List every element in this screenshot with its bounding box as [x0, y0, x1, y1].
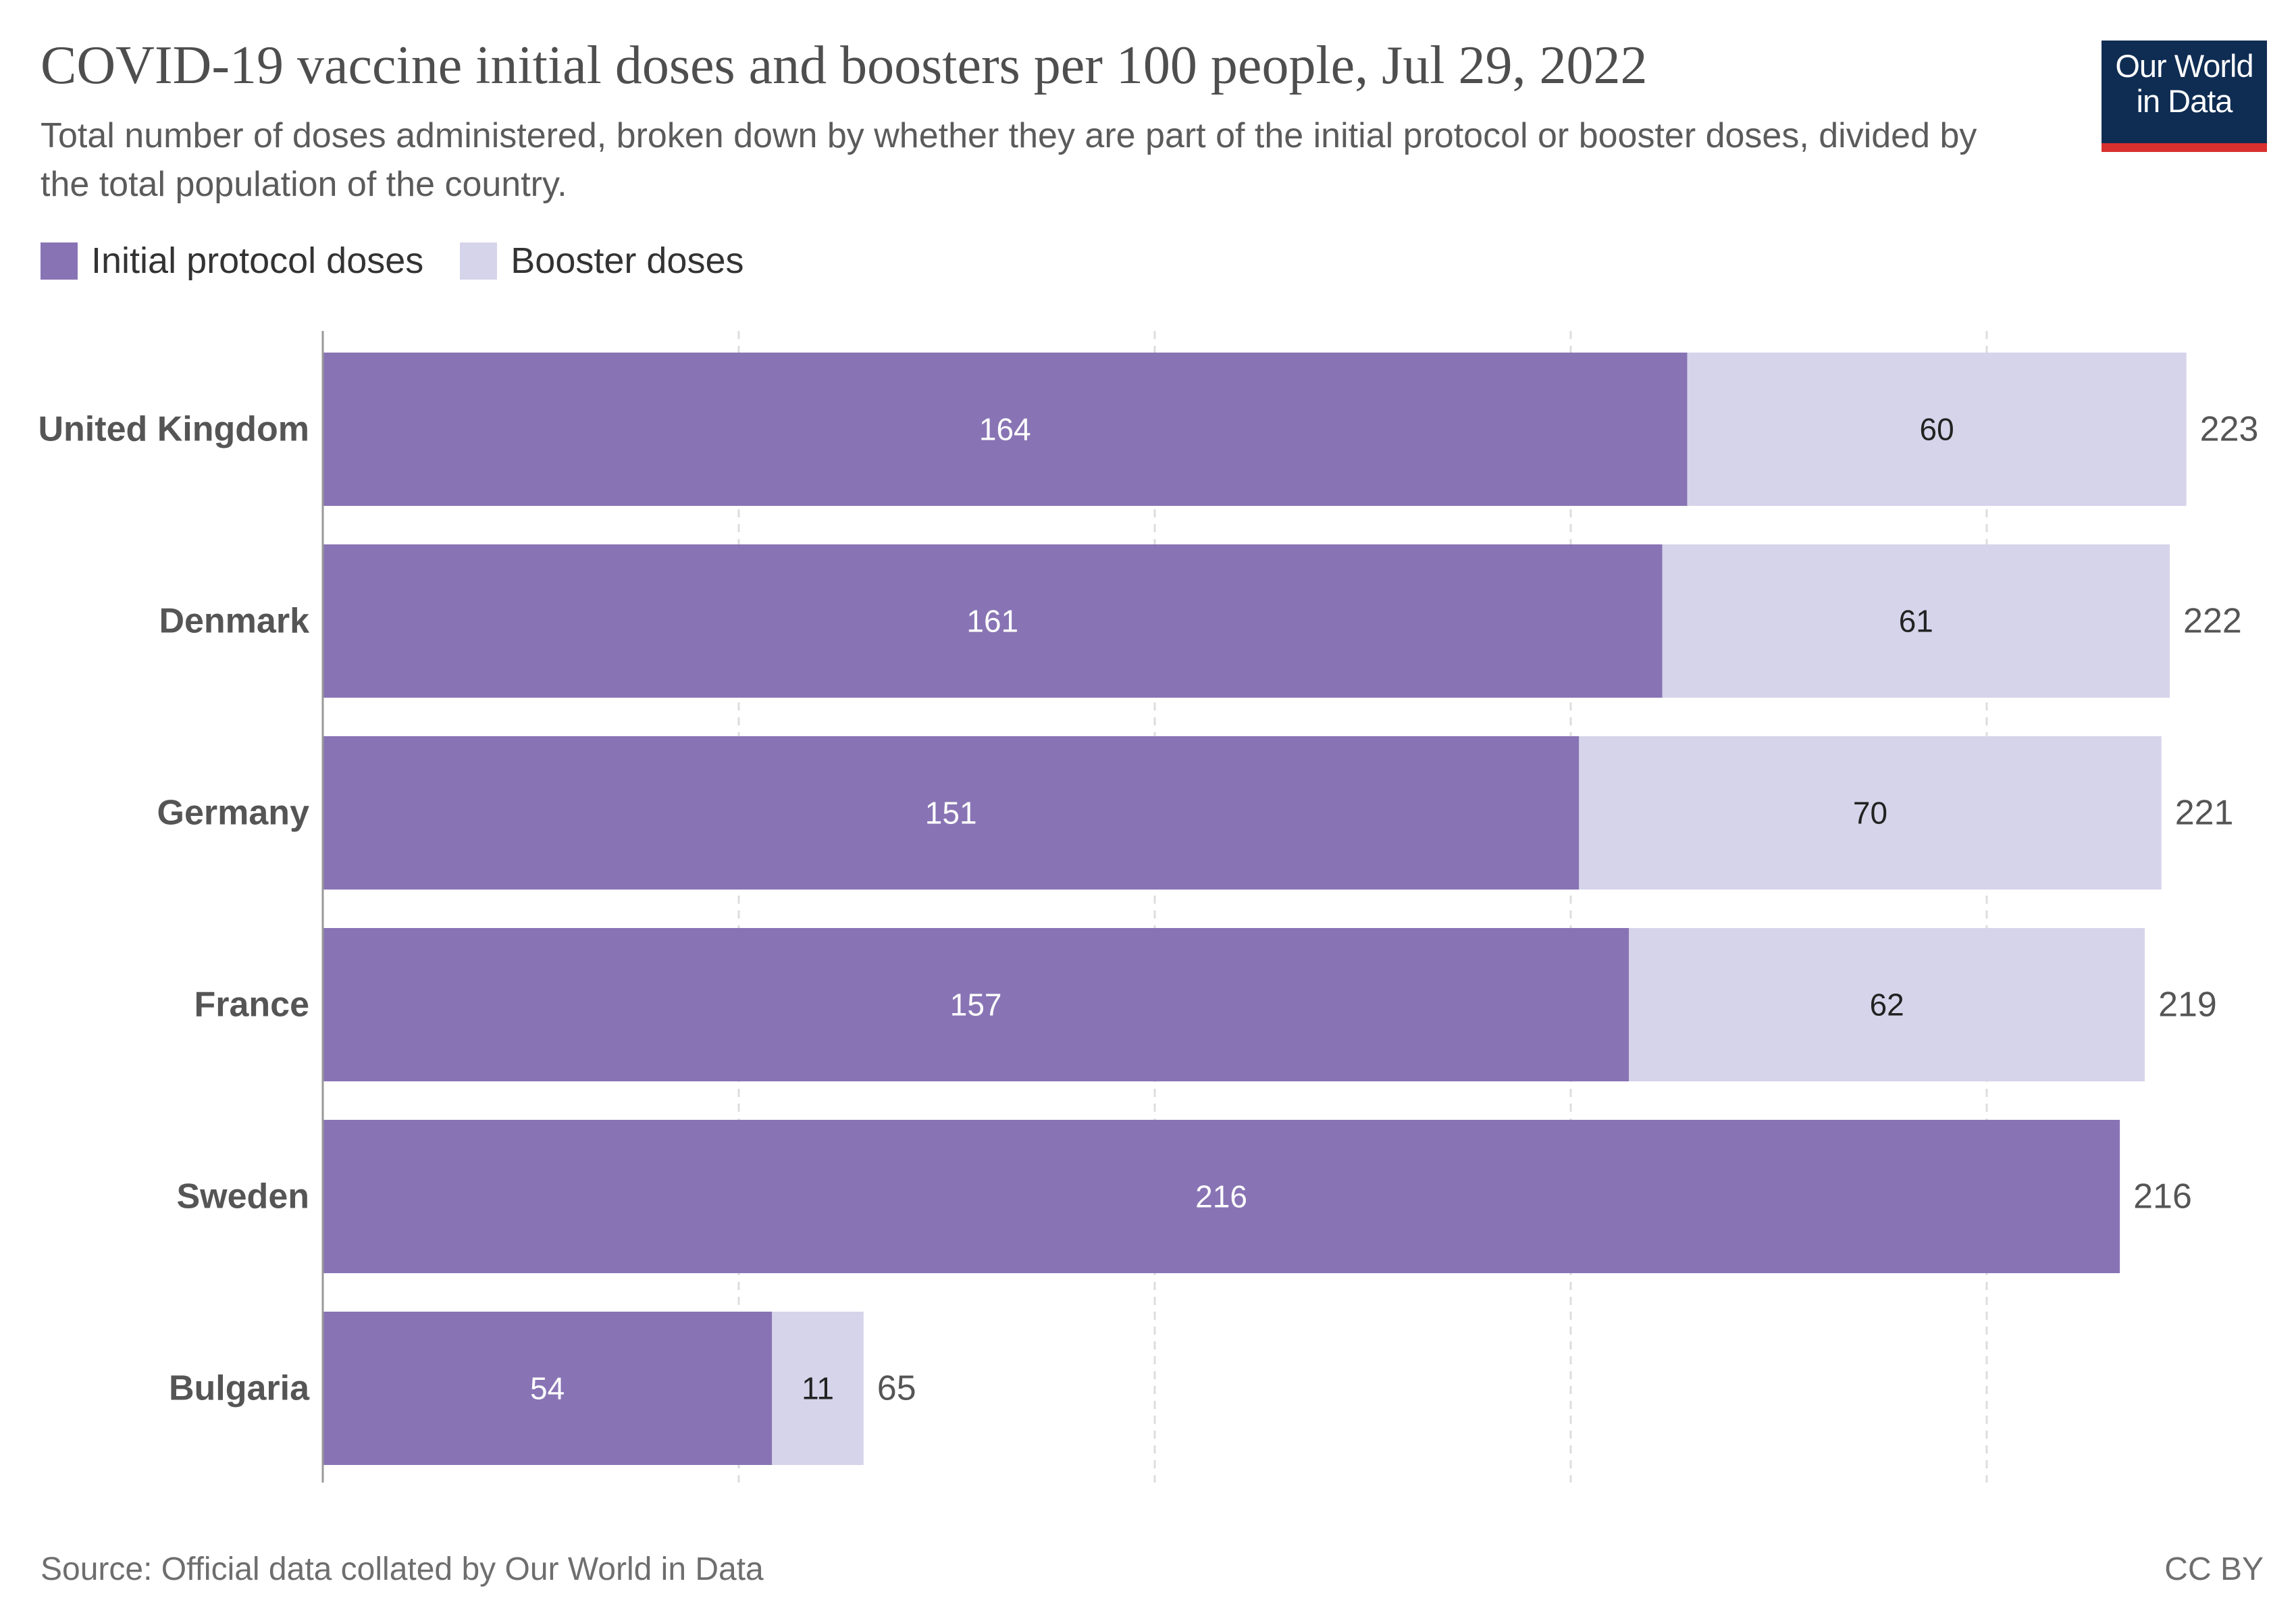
legend-swatch-initial: [41, 242, 78, 280]
total-label-france: 219: [2158, 985, 2217, 1025]
bar-booster-doses-france: [1629, 928, 2145, 1081]
bar-value-label-initial-protocol-doses-france: 157: [950, 987, 1002, 1023]
chart-subtitle: Total number of doses administered, brok…: [41, 116, 1977, 204]
bar-value-label-initial-protocol-doses-sweden: 216: [1195, 1179, 1247, 1214]
bar-initial-protocol-doses-united-kingdom: [323, 353, 1688, 506]
category-label-denmark: Denmark: [159, 602, 309, 641]
bar-value-label-initial-protocol-doses-germany: 151: [925, 796, 977, 831]
legend-label-booster: Booster doses: [511, 240, 744, 281]
bar-value-label-initial-protocol-doses-bulgaria: 54: [530, 1371, 565, 1406]
total-label-germany: 221: [2175, 794, 2234, 833]
category-label-united-kingdom: United Kingdom: [38, 410, 309, 449]
owid-logo[interactable]: Our World in Data: [2102, 41, 2267, 152]
category-label-germany: Germany: [157, 794, 310, 833]
logo-line-2: in Data: [2136, 83, 2233, 119]
legend: Initial protocol doses Booster doses: [41, 240, 780, 282]
bar-value-label-booster-doses-denmark: 61: [1899, 604, 1933, 639]
category-label-bulgaria: Bulgaria: [169, 1369, 310, 1408]
bar-initial-protocol-doses-bulgaria: [323, 1312, 773, 1465]
bar-initial-protocol-doses-germany: [323, 736, 1580, 890]
total-label-denmark: 222: [2183, 602, 2242, 641]
category-label-france: France: [194, 985, 309, 1025]
bar-value-label-booster-doses-united-kingdom: 60: [1919, 412, 1954, 447]
license-link[interactable]: CC BY: [2164, 1551, 2264, 1587]
logo-line-1: Our World: [2115, 48, 2253, 84]
bar-booster-doses-denmark: [1662, 544, 2170, 698]
legend-label-initial: Initial protocol doses: [91, 240, 424, 281]
bar-value-label-booster-doses-france: 62: [1870, 987, 1904, 1023]
bar-initial-protocol-doses-denmark: [323, 544, 1663, 698]
legend-item-booster[interactable]: Booster doses: [460, 240, 743, 282]
bar-initial-protocol-doses-sweden: [323, 1120, 2120, 1273]
legend-swatch-booster: [460, 242, 498, 280]
bar-booster-doses-united-kingdom: [1687, 353, 2187, 506]
bar-booster-doses-germany: [1579, 736, 2162, 890]
chart-title: COVID-19 vaccine initial doses and boost…: [41, 36, 1648, 95]
bar-booster-doses-bulgaria: [772, 1312, 864, 1465]
total-label-sweden: 216: [2133, 1177, 2192, 1216]
total-label-bulgaria: 65: [877, 1369, 916, 1408]
bar-value-label-initial-protocol-doses-denmark: 161: [966, 604, 1018, 639]
bar-value-label-booster-doses-germany: 70: [1853, 796, 1887, 831]
legend-item-initial[interactable]: Initial protocol doses: [41, 240, 423, 282]
bar-initial-protocol-doses-france: [323, 928, 1629, 1081]
category-label-sweden: Sweden: [177, 1177, 310, 1216]
bar-value-label-booster-doses-bulgaria: 11: [802, 1371, 834, 1406]
bar-value-label-initial-protocol-doses-united-kingdom: 164: [979, 412, 1031, 447]
source-note: Source: Official data collated by Our Wo…: [41, 1551, 764, 1587]
total-label-united-kingdom: 223: [2200, 410, 2259, 449]
